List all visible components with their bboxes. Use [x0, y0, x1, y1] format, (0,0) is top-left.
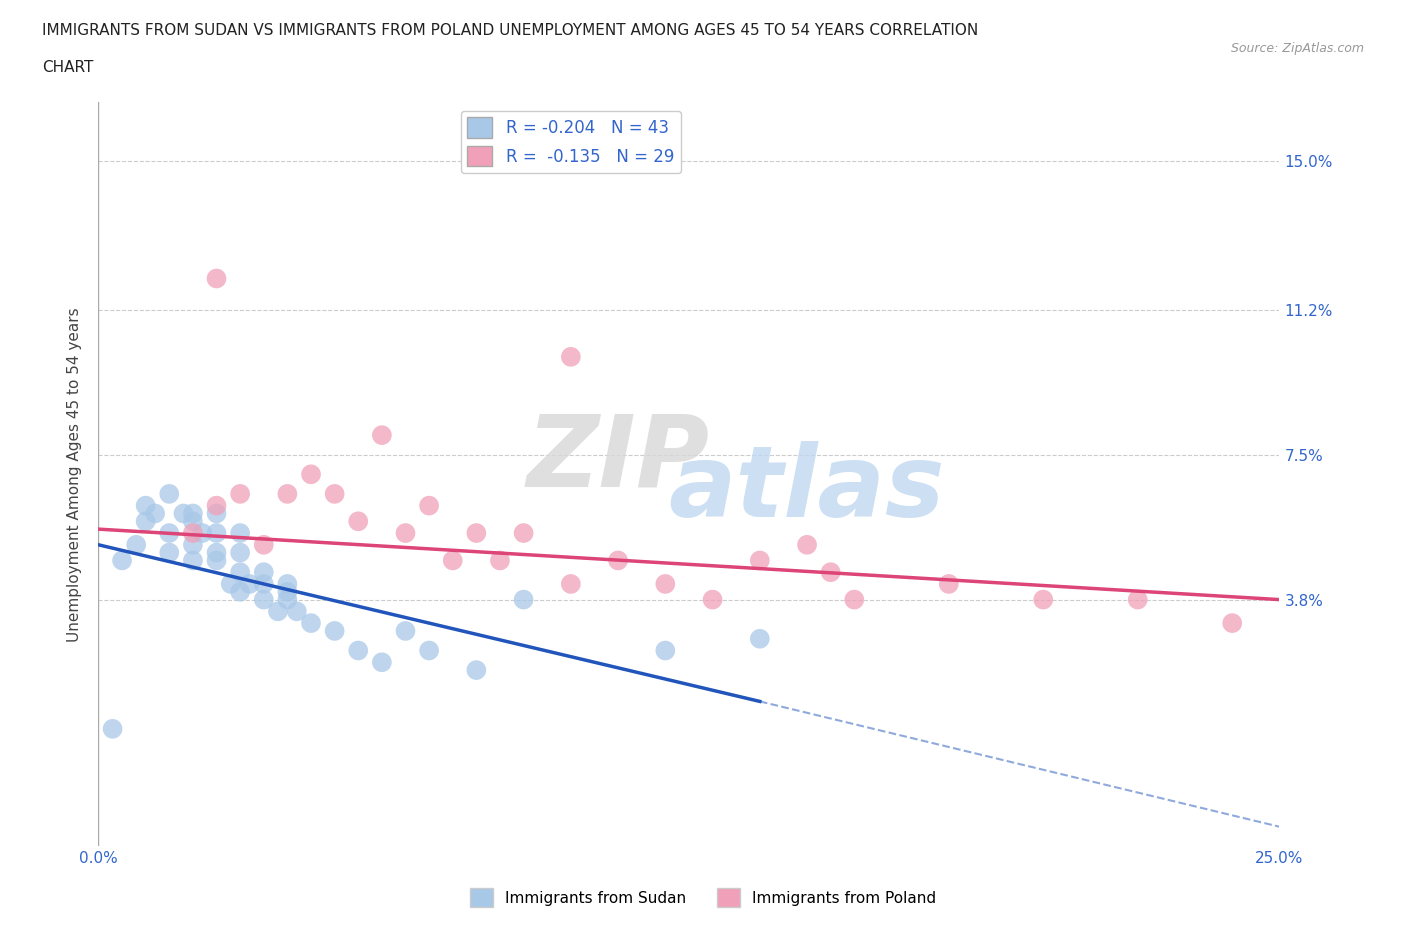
Point [111, 553, 134, 568]
Point [229, 486, 252, 501]
Point [347, 643, 370, 658]
Point [796, 538, 818, 552]
Point [205, 271, 228, 286]
Point [1126, 592, 1149, 607]
Legend: Immigrants from Sudan, Immigrants from Poland: Immigrants from Sudan, Immigrants from P… [464, 883, 942, 913]
Point [489, 553, 512, 568]
Text: Source: ZipAtlas.com: Source: ZipAtlas.com [1230, 42, 1364, 55]
Point [205, 545, 228, 560]
Point [205, 506, 228, 521]
Point [181, 538, 204, 552]
Point [371, 428, 394, 443]
Text: atlas: atlas [669, 441, 945, 538]
Text: CHART: CHART [42, 60, 94, 75]
Point [267, 604, 290, 618]
Legend: R = -0.204   N = 43, R =  -0.135   N = 29: R = -0.204 N = 43, R = -0.135 N = 29 [461, 111, 681, 173]
Point [229, 545, 252, 560]
Point [465, 525, 488, 540]
Point [285, 604, 308, 618]
Point [191, 525, 214, 540]
Point [205, 525, 228, 540]
Point [394, 525, 416, 540]
Point [512, 525, 534, 540]
Point [418, 498, 440, 513]
Point [748, 553, 770, 568]
Point [157, 525, 180, 540]
Point [181, 553, 204, 568]
Point [512, 592, 534, 607]
Point [441, 553, 464, 568]
Point [465, 663, 488, 678]
Point [607, 553, 630, 568]
Point [394, 623, 416, 638]
Point [157, 545, 180, 560]
Point [347, 514, 370, 529]
Point [276, 577, 298, 591]
Point [135, 514, 157, 529]
Point [205, 553, 228, 568]
Point [1032, 592, 1054, 607]
Point [276, 486, 298, 501]
Point [299, 467, 322, 482]
Point [239, 577, 262, 591]
Point [1220, 616, 1243, 631]
Point [205, 498, 228, 513]
Point [938, 577, 960, 591]
Point [253, 592, 276, 607]
Point [418, 643, 440, 658]
Point [560, 577, 582, 591]
Point [820, 565, 842, 579]
Point [748, 631, 770, 646]
Point [253, 577, 276, 591]
Point [323, 486, 346, 501]
Point [654, 643, 676, 658]
Point [702, 592, 724, 607]
Point [219, 577, 242, 591]
Point [125, 538, 148, 552]
Point [101, 722, 124, 737]
Point [323, 623, 346, 638]
Point [844, 592, 866, 607]
Point [229, 525, 252, 540]
Point [143, 506, 166, 521]
Point [560, 350, 582, 365]
Point [229, 565, 252, 579]
Point [371, 655, 394, 670]
Point [181, 514, 204, 529]
Point [253, 565, 276, 579]
Point [654, 577, 676, 591]
Text: IMMIGRANTS FROM SUDAN VS IMMIGRANTS FROM POLAND UNEMPLOYMENT AMONG AGES 45 TO 54: IMMIGRANTS FROM SUDAN VS IMMIGRANTS FROM… [42, 23, 979, 38]
Point [276, 584, 298, 599]
Point [253, 538, 276, 552]
Point [135, 498, 157, 513]
Point [181, 525, 204, 540]
Text: ZIP: ZIP [527, 411, 710, 508]
Point [157, 486, 180, 501]
Point [299, 616, 322, 631]
Point [276, 592, 298, 607]
Point [172, 506, 194, 521]
Y-axis label: Unemployment Among Ages 45 to 54 years: Unemployment Among Ages 45 to 54 years [67, 307, 83, 642]
Point [229, 584, 252, 599]
Point [181, 506, 204, 521]
